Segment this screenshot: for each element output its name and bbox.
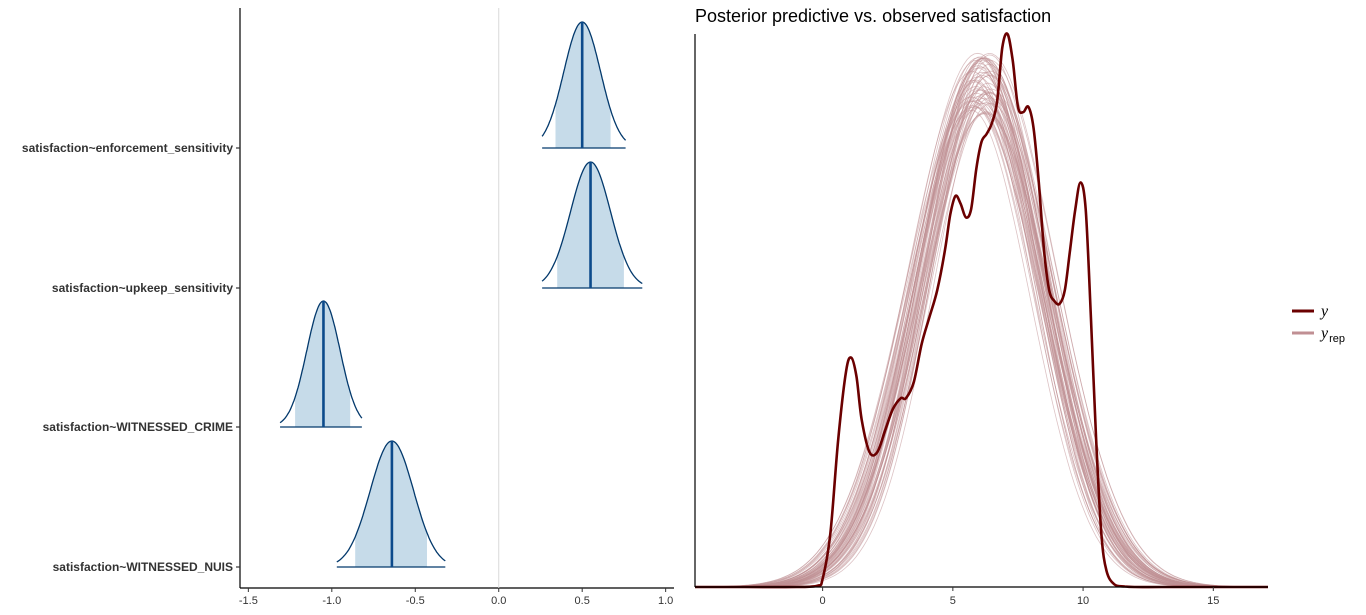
x-tick-label: -0.5 xyxy=(406,595,425,607)
x-tick-label: 5 xyxy=(950,595,956,607)
yrep-density-line xyxy=(695,75,1268,588)
parameter-label: satisfaction~enforcement_sensitivity xyxy=(22,141,233,155)
yrep-density-line xyxy=(695,100,1268,588)
yrep-density-line xyxy=(695,106,1268,588)
yrep-density-line xyxy=(695,71,1268,588)
yrep-density-line xyxy=(695,86,1268,588)
x-tick-label: -1.0 xyxy=(322,595,341,607)
yrep-density-line xyxy=(694,81,1268,588)
parameter-label: satisfaction~upkeep_sensitivity xyxy=(52,281,233,295)
yrep-density-line xyxy=(695,82,1268,588)
ppc-chart-title: Posterior predictive vs. observed satisf… xyxy=(695,6,1051,26)
yrep-density-line xyxy=(695,100,1268,588)
yrep-density-line xyxy=(695,100,1268,588)
parameter-label: satisfaction~WITNESSED_CRIME xyxy=(43,420,233,434)
x-tick-label: -1.5 xyxy=(239,595,258,607)
legend: y yrep xyxy=(1292,303,1345,345)
yrep-density-line xyxy=(695,98,1268,588)
x-tick-label: 0.5 xyxy=(575,595,590,607)
yrep-density-line xyxy=(695,112,1268,588)
yrep-density-line xyxy=(695,91,1268,588)
yrep-density-line xyxy=(695,102,1268,588)
yrep-density-line xyxy=(695,107,1268,588)
yrep-density-line xyxy=(695,76,1268,588)
yrep-density-line xyxy=(695,92,1268,588)
yrep-density-line xyxy=(695,79,1268,588)
yrep-density-line xyxy=(695,91,1268,588)
yrep-density-line xyxy=(695,57,1268,588)
yrep-density-line xyxy=(695,75,1268,588)
legend-subscript: rep xyxy=(1329,333,1345,345)
density-outline xyxy=(541,21,627,141)
yrep-density-line xyxy=(695,97,1268,588)
yrep-density-line xyxy=(695,106,1268,588)
yrep-density-line xyxy=(695,88,1268,588)
yrep-density-line xyxy=(695,89,1268,588)
ridgeline-panel: -1.5 -1.0 -0.5 0.0 0.5 1.0 satisfaction~enforc… xyxy=(22,8,674,607)
yrep-density-line xyxy=(694,58,1268,588)
ppc-density-panel: Posterior predictive vs. observed satisf… xyxy=(694,6,1269,607)
yrep-density-line xyxy=(695,52,1268,588)
yrep-density-line xyxy=(695,96,1268,588)
yrep-density-line xyxy=(695,79,1268,588)
legend-label-yrep: yrep xyxy=(1319,325,1345,345)
yrep-density-line xyxy=(695,93,1268,588)
yrep-density-line xyxy=(695,54,1268,588)
yrep-density-line xyxy=(695,103,1268,588)
x-tick-label: 10 xyxy=(1077,595,1089,607)
yrep-density-line xyxy=(695,71,1268,588)
yrep-density-line xyxy=(694,113,1268,588)
yrep-density-line xyxy=(695,96,1268,588)
yrep-density-line xyxy=(695,57,1268,588)
yrep-density-line xyxy=(695,112,1268,588)
x-tick-label: 15 xyxy=(1207,595,1219,607)
yrep-density-line xyxy=(695,102,1268,588)
yrep-density-line xyxy=(695,56,1268,588)
yrep-density-line xyxy=(695,74,1269,588)
yrep-density-line xyxy=(695,86,1268,588)
x-tick-label: 0.0 xyxy=(491,595,506,607)
x-tick-label: 0 xyxy=(820,595,826,607)
yrep-density-line xyxy=(695,66,1268,588)
observed-y-density-line xyxy=(695,32,1268,589)
yrep-density-line xyxy=(695,52,1268,588)
yrep-density-line xyxy=(695,89,1268,588)
yrep-density-line xyxy=(695,109,1268,588)
yrep-density-line xyxy=(695,111,1268,588)
yrep-density-line xyxy=(695,70,1268,588)
parameter-label: satisfaction~WITNESSED_NUIS xyxy=(53,560,233,574)
yrep-density-line xyxy=(695,71,1268,588)
yrep-density-line xyxy=(695,57,1268,588)
yrep-density-line xyxy=(695,105,1268,588)
legend-label-y: y xyxy=(1319,303,1329,320)
x-tick-label: 1.0 xyxy=(658,595,673,607)
density-outline xyxy=(279,300,363,424)
density-outline xyxy=(541,161,643,285)
yrep-density-line xyxy=(695,92,1268,588)
yrep-density-line xyxy=(695,88,1268,588)
yrep-density-line xyxy=(695,57,1268,588)
yrep-density-line xyxy=(695,57,1268,588)
